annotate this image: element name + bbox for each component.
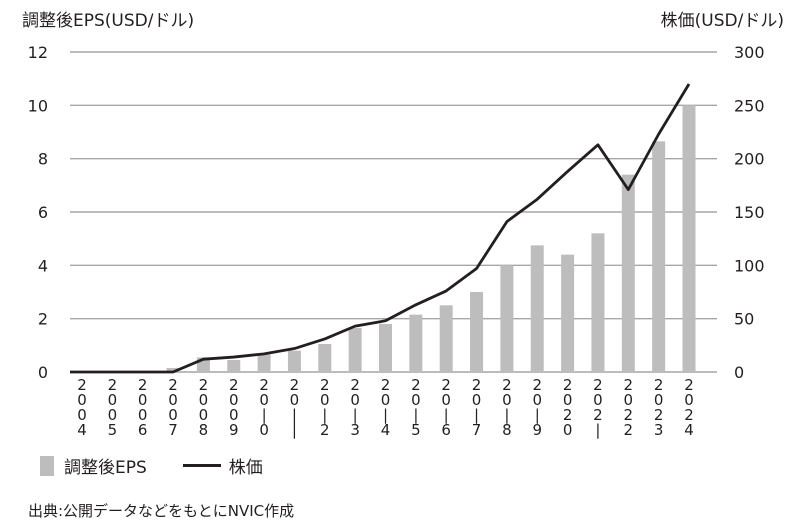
left-y-tick-label: 10 [28,96,48,115]
legend-bar-swatch [40,455,54,476]
legend-line-label: 株価 [228,458,263,478]
left-y-tick-label: 8 [38,150,48,169]
x-tick-label: 2 0 | 6 [441,376,451,439]
right-y-tick-label: 150 [734,203,765,222]
eps-bar [227,360,241,372]
eps-bar [682,105,696,372]
x-tick-label: 2 0 | | [290,376,300,439]
right-y-tick-label: 50 [734,310,754,329]
left-axis-title: 調整後EPS(USD/ドル) [22,11,195,31]
eps-bar [409,314,423,372]
eps-bar [652,141,666,372]
x-tick-label: 2 0 | 2 [320,376,330,439]
eps-bar [287,350,301,372]
right-y-tick-label: 100 [734,256,765,275]
eps-bar [166,368,180,372]
x-tick-label: 2 0 | 4 [381,376,391,439]
eps-bar [530,245,544,372]
chart-area: 0 2 4 6 8 10 12 0 50 100 150 200 250 300 2 0 0 4 2 0 0 5 2 0 0 6 2… [28,43,765,439]
eps-bar [379,324,392,372]
eps-bar [561,254,575,372]
right-y-tick-label: 0 [734,363,744,382]
eps-bar [318,344,332,372]
left-y-tick-label: 2 [38,310,48,329]
right-y-tick-label: 300 [734,43,765,62]
legend: 調整後EPS 株価 [40,453,263,478]
right-axis-title: 株価(USD/ドル) [660,11,784,31]
x-tick-label: 2 0 | 0 [259,376,269,439]
left-y-tick-label: 6 [38,203,48,222]
left-y-tick-label: 12 [28,43,48,62]
eps-bar [470,292,484,372]
x-tick-label: 2 0 2 | [593,376,603,439]
right-y-tick-label: 250 [734,96,765,115]
eps-bar [257,354,271,372]
eps-bar [439,305,453,372]
eps-bar [348,328,362,372]
eps-bar [500,265,514,372]
right-y-tick-label: 200 [734,150,765,169]
eps-bar [621,174,635,372]
left-y-tick-label: 4 [38,256,48,275]
x-tick-label: 2 0 | 7 [472,376,482,439]
source-note: 出典:公開データなどをもとにNVIC作成 [28,502,295,520]
x-tick-label: 2 0 | 8 [502,376,512,439]
legend-line-swatch [182,464,221,467]
x-tick-label: 2 0 | 3 [350,376,360,439]
left-y-tick-label: 0 [38,363,48,382]
eps-bar [591,233,605,372]
price-line [70,83,691,374]
x-tick-label: 2 0 | 9 [532,376,542,439]
x-tick-label: 2 0 | 5 [411,376,421,439]
legend-bar-label: 調整後EPS [64,458,147,478]
